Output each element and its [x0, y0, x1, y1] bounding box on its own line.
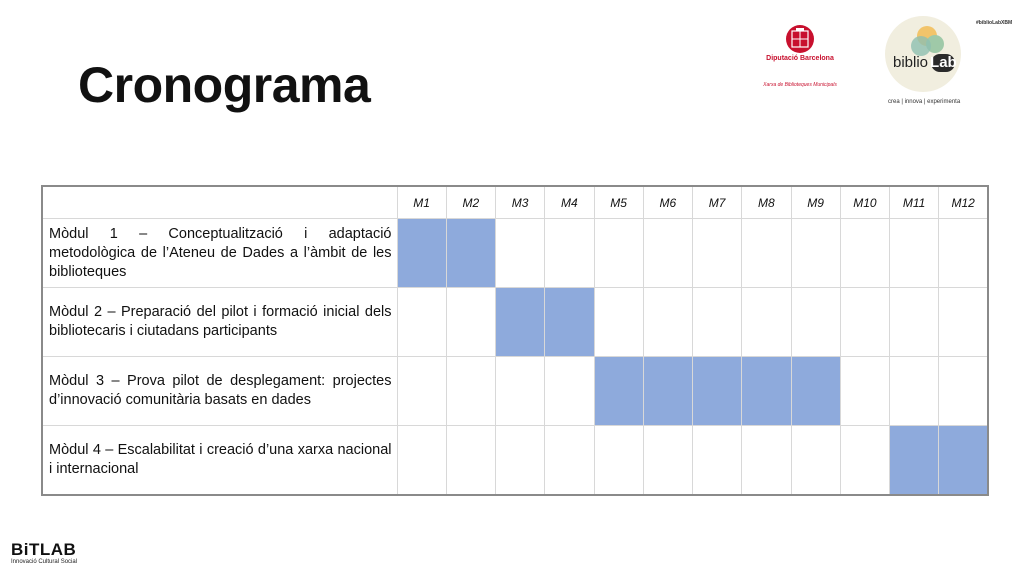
diputacio-name: Diputació Barcelona — [766, 55, 834, 62]
slide-title: Cronograma — [78, 57, 371, 113]
schedule-cell-empty — [396, 425, 447, 496]
month-header: M10 — [839, 185, 891, 219]
schedule-cell-empty — [593, 287, 644, 357]
schedule-cell-empty — [790, 218, 841, 288]
month-header: M9 — [790, 185, 841, 219]
schedule-cell-active — [741, 356, 792, 426]
diputacio-barcelona-logo: Diputació Barcelona Xarxa de Biblioteque… — [752, 24, 848, 94]
month-header: M3 — [494, 185, 546, 219]
bibliolab-prefix: biblio — [893, 54, 929, 71]
month-header: M6 — [642, 185, 694, 219]
schedule-cell-empty — [888, 287, 940, 357]
module-row: Mòdul 2 – Preparació del pilot i formaci… — [41, 287, 989, 357]
schedule-cell-empty — [494, 218, 546, 288]
schedule-cell-empty — [938, 287, 989, 357]
schedule-cell-empty — [642, 425, 694, 496]
module-row: Mòdul 3 – Prova pilot de desplegament: p… — [41, 356, 989, 426]
schedule-cell-empty — [938, 218, 989, 288]
month-header: M4 — [544, 185, 595, 219]
schedule-cell-empty — [494, 425, 546, 496]
schedule-cell-active — [938, 425, 989, 496]
schedule-cell-empty — [691, 287, 743, 357]
schedule-cell-empty — [544, 425, 595, 496]
hashtag: #biblioLabXBM — [976, 20, 1013, 26]
schedule-cell-empty — [790, 425, 841, 496]
bibliolab-emblem-icon — [885, 16, 961, 92]
schedule-cell-empty — [888, 356, 940, 426]
bitlab-name: BiTLAB — [11, 540, 77, 559]
schedule-cell-empty — [741, 425, 792, 496]
schedule-cell-active — [642, 356, 694, 426]
schedule-cell-empty — [839, 425, 891, 496]
month-header-row: M1 M2 M3 M4 M5 M6 M7 M8 M9 M10 M11 M12 — [41, 185, 989, 219]
schedule-cell-active — [494, 287, 546, 357]
schedule-cell-empty — [642, 218, 694, 288]
schedule-cell-empty — [790, 287, 841, 357]
schedule-cell-active — [691, 356, 743, 426]
module-row: Mòdul 1 – Conceptualització i adaptació … — [41, 218, 989, 288]
schedule-cell-active — [888, 425, 940, 496]
schedule-cell-empty — [839, 356, 891, 426]
month-header: M1 — [396, 185, 447, 219]
schedule-cell-empty — [741, 287, 792, 357]
schedule-cell-active — [593, 356, 644, 426]
bitlab-logo: BiTLAB Innovació Cultural Social — [11, 540, 78, 566]
month-header: M11 — [888, 185, 940, 219]
schedule-cell-active — [790, 356, 841, 426]
diputacio-emblem-icon — [786, 25, 814, 53]
schedule-cell-empty — [593, 218, 644, 288]
header-corner — [41, 185, 398, 219]
schedule-cell-empty — [396, 356, 447, 426]
module-label: Mòdul 3 – Prova pilot de desplegament: p… — [41, 356, 398, 426]
schedule-cell-empty — [544, 356, 595, 426]
schedule-cell-empty — [445, 287, 497, 357]
diputacio-network: Xarxa de Biblioteques Municipals — [763, 82, 837, 88]
schedule-cell-empty — [839, 218, 891, 288]
module-row: Mòdul 4 – Escalabilitat i creació d’una … — [41, 425, 989, 496]
schedule-cell-empty — [642, 287, 694, 357]
schedule-cell-empty — [839, 287, 891, 357]
month-header: M2 — [445, 185, 497, 219]
schedule-cell-empty — [593, 425, 644, 496]
module-label: Mòdul 2 – Preparació del pilot i formaci… — [41, 287, 398, 357]
schedule-cell-active — [396, 218, 447, 288]
schedule-cell-active — [544, 287, 595, 357]
bibliolab-suffix: Lab — [930, 54, 957, 71]
module-label: Mòdul 4 – Escalabilitat i creació d’una … — [41, 425, 398, 496]
month-header: M7 — [691, 185, 743, 219]
bitlab-subtitle: Innovació Cultural Social — [11, 559, 78, 565]
month-header: M5 — [593, 185, 644, 219]
schedule-cell-empty — [938, 356, 989, 426]
schedule-cell-empty — [396, 287, 447, 357]
schedule-table: M1 M2 M3 M4 M5 M6 M7 M8 M9 M10 M11 M12 M… — [41, 185, 989, 496]
schedule-cell-empty — [888, 218, 940, 288]
schedule-cell-active — [445, 218, 497, 288]
schedule-cell-empty — [445, 356, 497, 426]
bibliolab-logo: biblio Lab — [883, 14, 963, 94]
month-header: M12 — [938, 185, 989, 219]
bibliolab-wordmark: biblio Lab — [893, 54, 957, 71]
bibliolab-tagline: crea | innova | experimenta — [888, 99, 961, 105]
module-label: Mòdul 1 – Conceptualització i adaptació … — [41, 218, 398, 288]
schedule-cell-empty — [691, 425, 743, 496]
schedule-cell-empty — [544, 218, 595, 288]
schedule-cell-empty — [741, 218, 792, 288]
schedule-cell-empty — [445, 425, 497, 496]
schedule-cell-empty — [691, 218, 743, 288]
month-header: M8 — [741, 185, 792, 219]
schedule-cell-empty — [494, 356, 546, 426]
